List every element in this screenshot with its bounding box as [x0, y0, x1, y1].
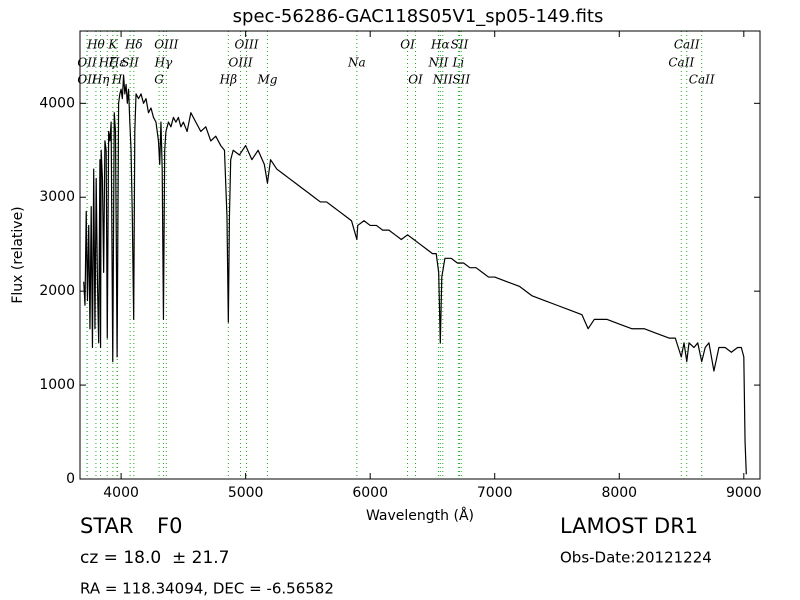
feature-label: Na — [347, 56, 366, 70]
y-tick-label: 4000 — [39, 95, 75, 111]
feature-label: G — [154, 73, 164, 87]
feature-label: OIII — [154, 38, 178, 52]
chart-title: spec-56286-GAC118S05V1_sp05-149.fits — [233, 6, 604, 27]
feature-label: OIII — [229, 56, 253, 70]
survey: LAMOST DR1 — [560, 514, 698, 538]
x-tick-label: 7000 — [477, 485, 513, 501]
feature-label: Hγ — [154, 56, 173, 70]
x-tick-label: 8000 — [601, 485, 637, 501]
feature-label: CaII — [689, 73, 715, 87]
feature-label: OII — [77, 73, 97, 87]
obs-date: Obs-Date:20121224 — [560, 549, 712, 567]
feature-label: SII — [452, 73, 470, 87]
feature-label: K — [107, 38, 118, 52]
coordinates: RA = 118.34094, DEC = -6.56582 — [80, 580, 334, 598]
feature-label: Hθ — [86, 38, 105, 52]
y-tick-label: 2000 — [39, 283, 75, 299]
feature-label: Li — [451, 56, 464, 70]
feature-label: SII — [451, 38, 469, 52]
feature-label: CaII — [674, 38, 700, 52]
feature-label: NII — [432, 73, 453, 87]
x-tick-label: 6000 — [352, 485, 388, 501]
feature-label: OII — [77, 56, 97, 70]
redshift: cz = 18.0 ± 21.7 — [80, 548, 229, 568]
feature-label: OI — [400, 38, 415, 52]
x-tick-label: 5000 — [228, 485, 264, 501]
spectrum-line — [83, 74, 747, 475]
x-tick-label: 9000 — [726, 485, 762, 501]
feature-label: Mg — [256, 73, 277, 87]
y-tick-label: 3000 — [39, 189, 75, 205]
y-tick-label: 1000 — [39, 377, 75, 393]
feature-label: OI — [408, 73, 423, 87]
feature-label: Hε — [108, 56, 126, 70]
plot-frame — [79, 30, 761, 480]
x-axis-label: Wavelength (Å) — [366, 507, 474, 524]
feature-label: Hδ — [124, 38, 143, 52]
object-class: STAR — [80, 514, 133, 538]
feature-label: Hβ — [219, 73, 237, 87]
y-tick-label: 0 — [66, 471, 75, 487]
x-tick-label: 4000 — [103, 485, 139, 501]
feature-label: Hα — [430, 38, 450, 52]
feature-label: CaII — [668, 56, 694, 70]
feature-label: Hη — [91, 73, 110, 87]
feature-label: SII — [121, 56, 139, 70]
subclass: F0 — [157, 514, 182, 538]
feature-label: OIII — [234, 38, 258, 52]
feature-label: NII — [427, 56, 448, 70]
y-axis-label: Flux (relative) — [10, 206, 26, 303]
